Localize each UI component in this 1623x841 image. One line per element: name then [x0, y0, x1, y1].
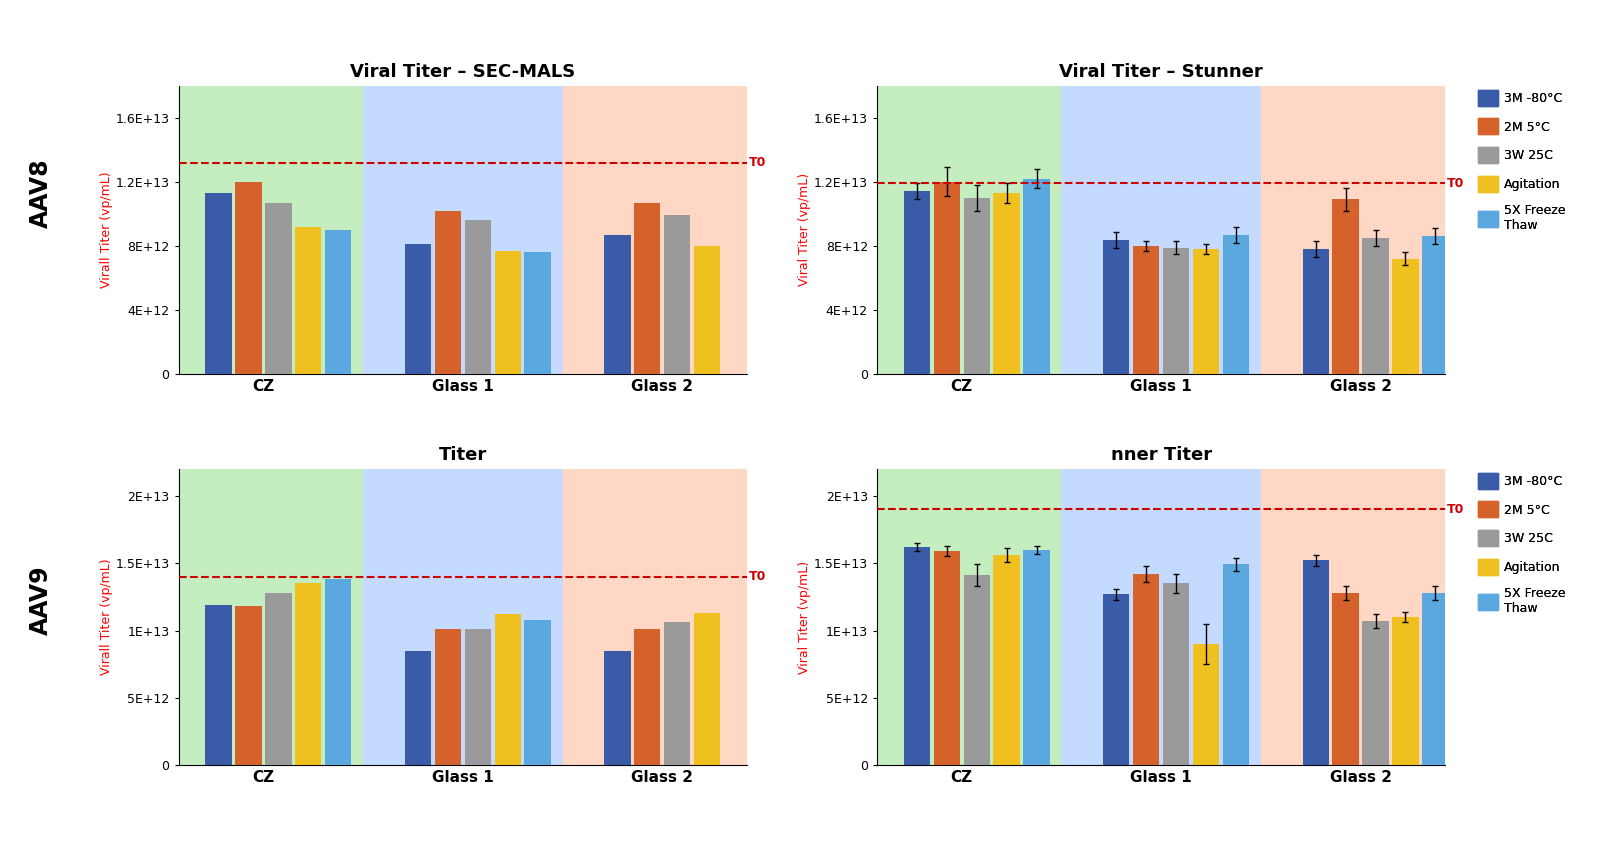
Bar [562, 86, 747, 374]
Bar [325, 230, 351, 374]
Bar [204, 193, 232, 374]
Text: T0: T0 [1446, 503, 1464, 516]
Bar [1102, 594, 1128, 765]
Bar [902, 547, 930, 765]
Bar [1391, 259, 1419, 374]
Bar [265, 593, 292, 765]
Y-axis label: Viral Titer (vp/mL): Viral Titer (vp/mL) [797, 560, 810, 674]
Bar [179, 468, 364, 765]
Bar [495, 614, 521, 765]
Bar [364, 468, 562, 765]
Bar [364, 86, 562, 374]
Bar [1302, 560, 1328, 765]
Bar [876, 468, 1061, 765]
Text: T0: T0 [748, 156, 766, 169]
Bar [1222, 564, 1248, 765]
Bar [604, 651, 630, 765]
Bar [295, 227, 321, 374]
Bar [495, 251, 521, 374]
Bar [435, 629, 461, 765]
Bar [1162, 584, 1188, 765]
Bar [235, 606, 261, 765]
Bar [962, 198, 990, 374]
Bar [633, 629, 661, 765]
Title: Viral Titer – SEC-MALS: Viral Titer – SEC-MALS [351, 63, 575, 82]
Y-axis label: Virall Titer (vp/mL): Virall Titer (vp/mL) [99, 172, 112, 288]
Bar [1061, 468, 1259, 765]
Bar [179, 86, 364, 374]
Bar [1102, 240, 1128, 374]
Bar [1362, 621, 1388, 765]
Bar [1422, 593, 1448, 765]
Bar [876, 86, 1061, 374]
Bar [1222, 235, 1248, 374]
Bar [524, 252, 550, 374]
Bar [664, 215, 690, 374]
Bar [1022, 550, 1048, 765]
Bar [464, 629, 490, 765]
Title: nner Titer: nner Titer [1110, 447, 1211, 464]
Title: Viral Titer – Stunner: Viral Titer – Stunner [1058, 63, 1263, 82]
Text: AAV8: AAV8 [29, 158, 52, 228]
Text: AAV9: AAV9 [29, 565, 52, 635]
Bar [693, 613, 721, 765]
Bar [1422, 236, 1448, 374]
Bar [1061, 86, 1259, 374]
Bar [962, 575, 990, 765]
Bar [1193, 249, 1219, 374]
Bar [404, 245, 430, 374]
Bar [902, 192, 930, 374]
Bar [435, 211, 461, 374]
Bar [664, 622, 690, 765]
Bar [562, 468, 747, 765]
Bar [404, 651, 430, 765]
Legend: 3M -80°C, 2M 5°C, 3W 25C, Agitation, 5X Freeze
Thaw: 3M -80°C, 2M 5°C, 3W 25C, Agitation, 5X … [1474, 469, 1569, 619]
Y-axis label: Virall Titer (vp/mL): Virall Titer (vp/mL) [99, 558, 112, 675]
Y-axis label: Viral Titer (vp/mL): Viral Titer (vp/mL) [797, 173, 810, 287]
Bar [464, 220, 490, 374]
Bar [1193, 644, 1219, 765]
Bar [1259, 86, 1444, 374]
Bar [204, 605, 232, 765]
Bar [1022, 178, 1048, 374]
Bar [933, 182, 959, 374]
Bar [235, 182, 261, 374]
Bar [295, 584, 321, 765]
Bar [693, 246, 721, 374]
Bar [524, 620, 550, 765]
Bar [1162, 247, 1188, 374]
Bar [325, 579, 351, 765]
Bar [993, 193, 1019, 374]
Title: Titer: Titer [438, 447, 487, 464]
Bar [1259, 468, 1444, 765]
Bar [1331, 593, 1358, 765]
Bar [1302, 249, 1328, 374]
Bar [1331, 199, 1358, 374]
Bar [1362, 238, 1388, 374]
Text: T0: T0 [1446, 177, 1464, 190]
Bar [993, 555, 1019, 765]
Bar [1391, 617, 1419, 765]
Legend: 3M -80°C, 2M 5°C, 3W 25C, Agitation, 5X Freeze
Thaw: 3M -80°C, 2M 5°C, 3W 25C, Agitation, 5X … [1474, 86, 1569, 235]
Bar [933, 551, 959, 765]
Text: T0: T0 [748, 570, 766, 583]
Bar [1133, 574, 1159, 765]
Bar [265, 203, 292, 374]
Bar [633, 203, 661, 374]
Bar [1133, 246, 1159, 374]
Bar [604, 235, 630, 374]
